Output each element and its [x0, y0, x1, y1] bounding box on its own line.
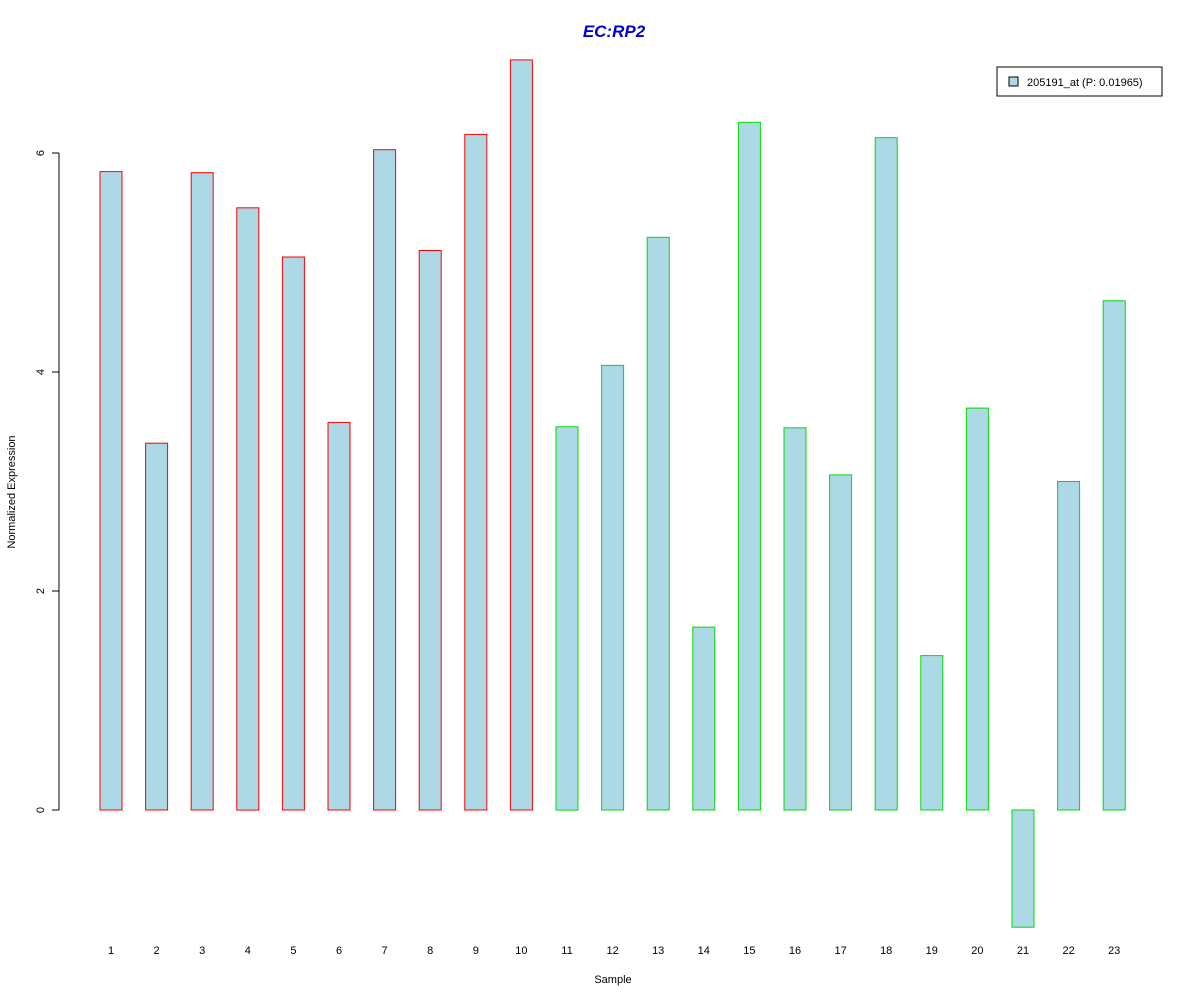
legend-label: 205191_at (P: 0.01965)	[1027, 77, 1143, 89]
bar-sample-15	[737, 121, 761, 811]
bar-sample-14	[692, 626, 716, 811]
bar-sample-19	[920, 655, 944, 811]
legend: 205191_at (P: 0.01965)	[996, 66, 1163, 97]
x-tick-label: 16	[789, 945, 801, 957]
legend-box	[996, 66, 1163, 97]
bar-sample-18	[874, 137, 898, 811]
bar-sample-22	[1057, 481, 1081, 811]
x-tick-label: 8	[427, 945, 433, 957]
x-tick-label: 23	[1108, 945, 1120, 957]
x-tick-label: 9	[473, 945, 479, 957]
bar-sample-23	[1102, 300, 1126, 811]
x-axis-label: Sample	[594, 974, 631, 986]
bars	[99, 59, 1126, 928]
bar-sample-7	[373, 149, 397, 811]
y-axis-label: Normalized Expression	[6, 435, 18, 548]
bar-sample-1	[99, 171, 123, 811]
bar-sample-20	[965, 407, 989, 811]
bar-sample-17	[829, 474, 853, 811]
x-tick-labels: 1 2 3 4 5 6 7 8 9 10 11 12 13 14 15 16 17 18 19 20 21 22 23	[108, 945, 1120, 957]
x-tick-label: 5	[290, 945, 296, 957]
y-tick-label: 0	[35, 807, 47, 813]
legend-swatch	[1008, 76, 1019, 87]
x-tick-label: 3	[199, 945, 205, 957]
x-tick-label: 10	[515, 945, 527, 957]
y-tick-label: 4	[35, 369, 47, 375]
bar-sample-6	[327, 421, 351, 811]
x-tick-label: 20	[971, 945, 983, 957]
bar-sample-10	[509, 59, 533, 811]
x-tick-label: 18	[880, 945, 892, 957]
x-tick-label: 11	[561, 945, 572, 957]
x-tick-label: 7	[382, 945, 388, 957]
chart-title: EC:RP2	[583, 22, 646, 41]
bar-sample-8	[418, 250, 442, 811]
bar-sample-4	[236, 207, 260, 811]
bar-sample-13	[646, 236, 670, 811]
x-tick-label: 21	[1017, 945, 1029, 957]
y-tick-label: 6	[35, 150, 47, 156]
bar-sample-9	[464, 133, 488, 811]
bar-sample-11	[555, 426, 579, 811]
x-tick-label: 6	[336, 945, 342, 957]
x-tick-label: 19	[926, 945, 938, 957]
x-tick-label: 13	[652, 945, 664, 957]
x-tick-label: 15	[743, 945, 755, 957]
x-tick-label: 17	[834, 945, 846, 957]
bar-sample-2	[145, 442, 169, 811]
x-tick-label: 2	[154, 945, 160, 957]
x-tick-label: 14	[698, 945, 710, 957]
bar-sample-12	[601, 364, 625, 811]
bar-sample-16	[783, 427, 807, 811]
y-tick-label: 2	[35, 588, 47, 594]
bar-sample-3	[190, 172, 214, 811]
bar-sample-21	[1011, 809, 1035, 928]
x-tick-label: 1	[108, 945, 114, 957]
bar-sample-5	[281, 256, 305, 811]
y-axis: 0 2 4 6	[35, 150, 60, 813]
x-tick-label: 4	[245, 945, 251, 957]
x-tick-label: 12	[606, 945, 618, 957]
x-tick-label: 22	[1062, 945, 1074, 957]
